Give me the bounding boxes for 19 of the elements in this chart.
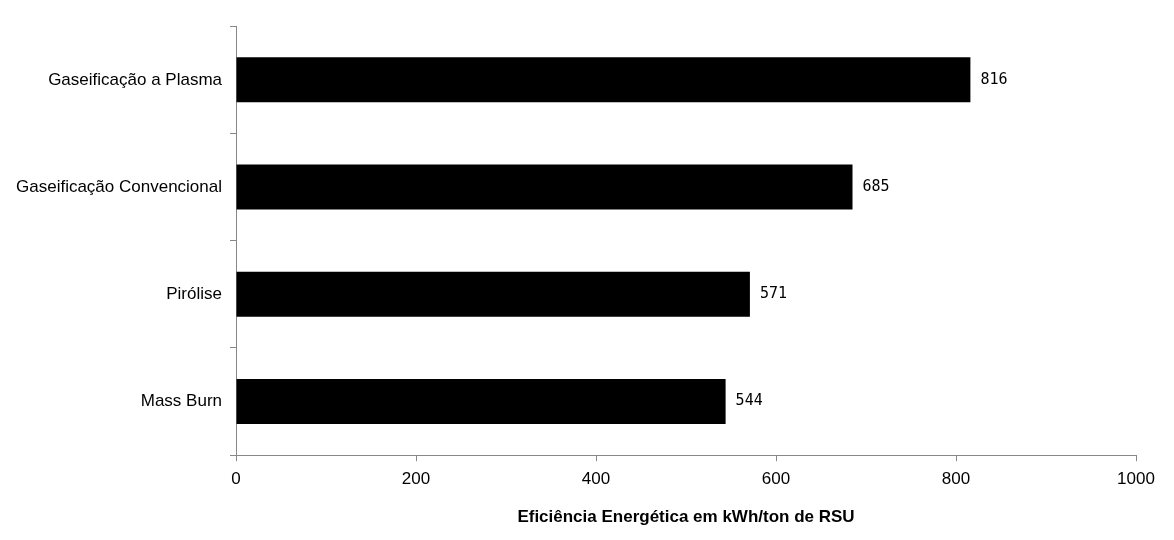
data-label: 544	[735, 391, 763, 410]
bar	[236, 271, 750, 317]
y-tick-label: Gaseificação a Plasma	[48, 69, 223, 89]
y-tick-label: Mass Burn	[140, 391, 223, 411]
x-tick-label: 400	[581, 469, 611, 489]
x-tick-label: 800	[941, 469, 971, 489]
bar	[236, 164, 853, 210]
x-tick-label: 0	[231, 469, 241, 489]
y-tick-label: Gaseificação Convencional	[15, 176, 223, 196]
bar	[236, 57, 971, 103]
bar	[236, 379, 726, 425]
x-tick-label: 200	[401, 469, 431, 489]
y-tick-label: Pirólise	[166, 284, 223, 304]
x-tick-label: 1000	[1117, 469, 1155, 489]
data-label: 685	[862, 176, 890, 195]
data-label: 571	[759, 284, 787, 303]
x-axis-title: Eficiência Energética em kWh/ton de RSU	[517, 507, 855, 527]
data-label: 816	[980, 69, 1008, 88]
x-tick-label: 600	[761, 469, 791, 489]
